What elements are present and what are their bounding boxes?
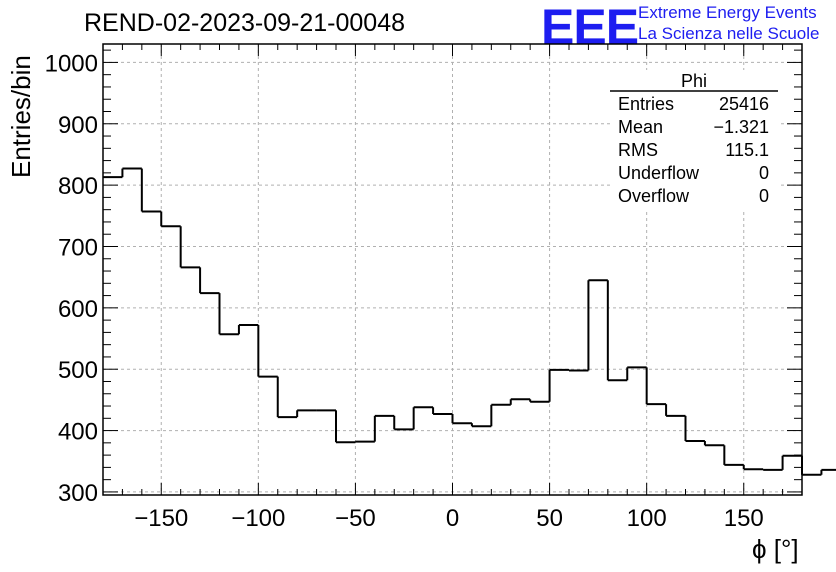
stats-row-value: 0: [759, 163, 769, 183]
x-tick-label: −150: [134, 505, 188, 532]
eee-logo: EEE: [541, 0, 639, 55]
x-tick-label: 150: [724, 505, 764, 532]
logo-subtitle-line2: La Scienza nelle Scuole: [638, 24, 820, 43]
y-tick-label: 900: [58, 112, 98, 139]
stats-row-value: 115.1: [725, 140, 769, 160]
x-tick-label: 100: [627, 505, 667, 532]
x-tick-label: −50: [335, 505, 376, 532]
y-tick-label: 500: [58, 357, 98, 384]
stats-row-label: Mean: [618, 117, 663, 137]
stats-box-title: Phi: [681, 71, 707, 91]
y-tick-label: 600: [58, 296, 98, 323]
y-tick-label: 1000: [45, 50, 98, 77]
y-tick-label: 700: [58, 234, 98, 261]
logo-subtitle-line1: Extreme Energy Events: [638, 3, 817, 22]
stats-row-label: Entries: [618, 94, 674, 114]
stats-row-value: 25416: [719, 94, 769, 114]
stats-box-background: [610, 70, 778, 210]
y-tick-label: 300: [58, 480, 98, 507]
x-tick-label: 50: [536, 505, 563, 532]
stats-row-value: −1.321: [713, 117, 769, 137]
stats-row-label: Overflow: [618, 186, 690, 206]
x-tick-label: 0: [446, 505, 459, 532]
run-title: REND-02-2023-09-21-00048: [84, 9, 406, 37]
y-tick-label: 400: [58, 419, 98, 446]
x-tick-label: −100: [231, 505, 285, 532]
y-tick-label: 800: [58, 173, 98, 200]
x-axis-label: ϕ [°]: [752, 534, 799, 564]
stats-row-label: RMS: [618, 140, 658, 160]
stats-row-value: 0: [759, 186, 769, 206]
stats-row-label: Underflow: [618, 163, 700, 183]
